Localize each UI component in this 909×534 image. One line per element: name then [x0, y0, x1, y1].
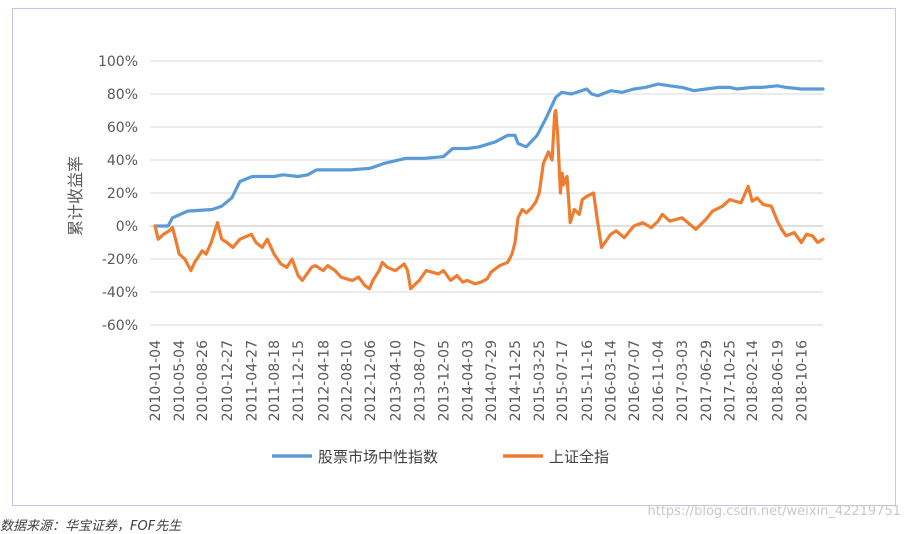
x-tick-label: 2010-08-26 [195, 340, 211, 421]
x-tick-label: 2018-02-14 [745, 340, 761, 421]
y-tick-label: -40% [102, 285, 138, 301]
gridlines [150, 60, 823, 326]
series-line-2 [153, 108, 825, 291]
x-tick-label: 2016-07-07 [627, 340, 643, 421]
x-tick-label: 2012-04-18 [316, 340, 332, 421]
y-tick-label: 100% [98, 54, 138, 70]
x-tick-label: 2012-08-10 [339, 340, 355, 421]
x-tick-label: 2014-04-03 [460, 340, 476, 421]
y-tick-label: -20% [102, 252, 138, 268]
source-note: 数据来源：华宝证券，FOF先生 [0, 519, 182, 534]
x-tick-label: 2013-12-05 [436, 340, 452, 421]
y-axis-ticks: 100% 80% 60% 40% 20% 0% -20% -40% -60% [98, 54, 138, 334]
x-tick-label: 2018-10-16 [794, 340, 810, 421]
x-tick-label: 2018-06-19 [770, 340, 786, 421]
chart-frame [12, 8, 896, 506]
x-tick-label: 2016-11-04 [651, 340, 667, 421]
y-axis-label: 累计收益率 [66, 156, 85, 236]
x-tick-label: 2015-11-16 [580, 340, 596, 421]
x-axis-ticks: 2010-01-04 2010-05-04 2010-08-26 2010-12-27… [148, 340, 810, 421]
y-tick-label: 80% [107, 87, 138, 103]
x-tick-label: 2010-12-27 [220, 340, 236, 421]
x-tick-label: 2011-08-18 [267, 340, 283, 421]
y-tick-label: -60% [102, 318, 138, 334]
y-tick-label: 40% [107, 153, 138, 169]
x-tick-label: 2010-01-04 [148, 340, 164, 421]
x-tick-label: 2010-05-04 [172, 340, 188, 421]
y-tick-label: 20% [107, 186, 138, 202]
x-tick-label: 2013-08-07 [412, 340, 428, 421]
x-tick-label: 2013-04-10 [388, 340, 404, 421]
legend-label: 股票市场中性指数 [318, 448, 438, 466]
x-tick-label: 2017-03-03 [675, 340, 691, 421]
x-tick-label: 2017-06-29 [699, 340, 715, 421]
x-tick-label: 2014-11-25 [508, 340, 524, 421]
series-line-1 [153, 82, 825, 228]
x-tick-label: 2015-03-25 [532, 340, 548, 421]
y-tick-label: 0% [116, 219, 138, 235]
x-tick-label: 2016-03-14 [604, 340, 620, 421]
x-tick-label: 2011-04-27 [244, 340, 260, 421]
x-tick-label: 2012-12-06 [363, 340, 379, 421]
legend-label: 上证全指 [549, 448, 609, 466]
x-tick-label: 2017-10-25 [723, 340, 739, 421]
y-tick-label: 60% [107, 120, 138, 136]
series-lines [153, 82, 825, 291]
watermark: https://blog.csdn.net/weixin_42219751 [647, 504, 901, 519]
legend: 股票市场中性指数 上证全指 [272, 448, 609, 466]
x-tick-label: 2014-07-29 [484, 340, 500, 421]
x-tick-label: 2015-07-17 [555, 340, 571, 421]
x-tick-label: 2011-12-15 [291, 340, 307, 421]
